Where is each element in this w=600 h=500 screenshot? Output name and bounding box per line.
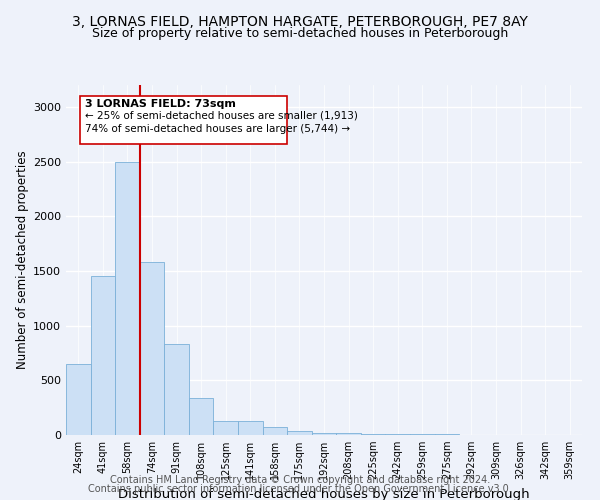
Bar	[91, 276, 115, 435]
Text: 74% of semi-detached houses are larger (5,744) →: 74% of semi-detached houses are larger (…	[85, 124, 350, 134]
Bar	[214, 421, 238, 435]
Bar	[312, 433, 336, 435]
Bar	[385, 434, 410, 435]
Bar	[336, 434, 361, 435]
Bar	[287, 430, 312, 435]
Text: 3 LORNAS FIELD: 73sqm: 3 LORNAS FIELD: 73sqm	[85, 98, 236, 108]
X-axis label: Distribution of semi-detached houses by size in Peterborough: Distribution of semi-detached houses by …	[118, 488, 530, 500]
Bar	[434, 434, 459, 435]
Bar	[189, 398, 214, 435]
Text: 3, LORNAS FIELD, HAMPTON HARGATE, PETERBOROUGH, PE7 8AY: 3, LORNAS FIELD, HAMPTON HARGATE, PETERB…	[72, 15, 528, 29]
Text: Contains public sector information licensed under the Open Government Licence v3: Contains public sector information licen…	[88, 484, 512, 494]
Bar	[263, 428, 287, 435]
Text: Size of property relative to semi-detached houses in Peterborough: Size of property relative to semi-detach…	[92, 28, 508, 40]
Text: Contains HM Land Registry data © Crown copyright and database right 2024.: Contains HM Land Registry data © Crown c…	[110, 475, 490, 485]
Y-axis label: Number of semi-detached properties: Number of semi-detached properties	[16, 150, 29, 370]
Bar	[410, 434, 434, 435]
Bar	[115, 162, 140, 435]
Bar	[238, 421, 263, 435]
Text: ← 25% of semi-detached houses are smaller (1,913): ← 25% of semi-detached houses are smalle…	[85, 110, 358, 120]
Bar	[66, 364, 91, 435]
Bar	[361, 434, 385, 435]
Bar	[164, 344, 189, 435]
Bar	[80, 96, 287, 144]
Bar	[140, 262, 164, 435]
